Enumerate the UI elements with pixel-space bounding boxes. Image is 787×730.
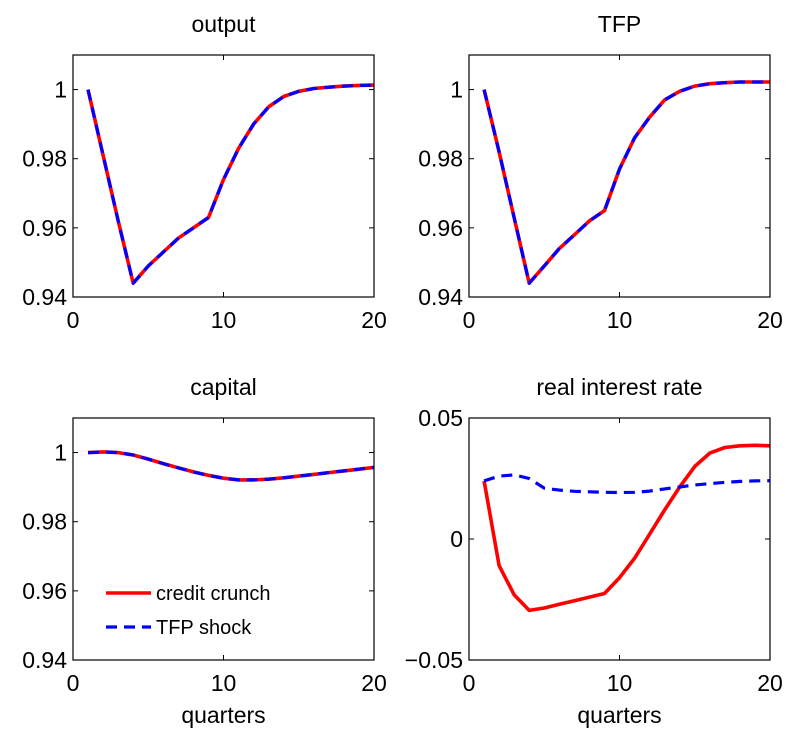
series-line-tfp-shock — [482, 80, 770, 285]
x-tick-label: 0 — [463, 307, 476, 333]
plot-lines — [87, 450, 375, 482]
ticks: 0 10 20 0.94 0.96 0.98 1 — [22, 418, 387, 696]
x-tick-label: 20 — [361, 670, 387, 696]
legend-label-credit-crunch: credit crunch — [156, 583, 271, 605]
y-tick-label: 0.94 — [22, 284, 67, 310]
y-tick-label: 0.96 — [22, 215, 67, 241]
axes-frame — [72, 417, 375, 661]
series-line-credit-crunch — [86, 83, 375, 286]
panel-output: output 0 10 20 0.94 0.96 0.98 1 — [22, 11, 387, 333]
panel-title: TFP — [598, 11, 641, 37]
ticks: 0 10 20 0.94 0.96 0.98 1 — [418, 55, 783, 333]
y-tick-label: 0 — [450, 526, 463, 552]
x-tick-label: 20 — [361, 307, 387, 333]
x-tick-label: 10 — [211, 670, 237, 696]
axes-frame — [468, 54, 771, 298]
x-tick-label: 10 — [607, 307, 633, 333]
y-tick-label: 1 — [450, 77, 463, 103]
x-axis-label: quarters — [577, 702, 661, 728]
panel-title: capital — [190, 374, 256, 400]
legend-label-tfp-shock: TFP shock — [156, 617, 252, 639]
x-tick-label: 0 — [463, 670, 476, 696]
y-tick-label: 0.96 — [418, 215, 463, 241]
series-line-tfp-shock — [87, 450, 375, 482]
panel-title: output — [192, 11, 257, 37]
axes-frame — [72, 54, 375, 298]
y-tick-label: −0.05 — [405, 647, 463, 673]
y-tick-label: 0.05 — [418, 405, 463, 431]
series-line-tfp-shock — [86, 83, 375, 285]
panel-title: real interest rate — [536, 374, 702, 400]
x-tick-label: 0 — [67, 670, 80, 696]
plot-lines — [482, 443, 771, 613]
x-tick-label: 0 — [67, 307, 80, 333]
x-axis-label: quarters — [181, 702, 265, 728]
legend: credit crunch TFP shock — [106, 583, 271, 639]
plot-lines — [86, 83, 375, 286]
series-line-credit-crunch — [482, 80, 770, 286]
series-line-tfp-shock — [483, 473, 771, 495]
y-tick-label: 0.96 — [22, 578, 67, 604]
series-line-credit-crunch — [482, 443, 771, 613]
panel-capital: capital quarters 0 10 20 0.94 0.96 0.98 1 cred… — [22, 374, 387, 728]
panel-real-interest-rate: real interest rate quarters 0 10 20−0.0500… — [405, 374, 783, 728]
y-tick-label: 0.98 — [22, 146, 67, 172]
y-tick-label: 1 — [54, 440, 67, 466]
x-tick-label: 10 — [607, 670, 633, 696]
y-tick-label: 1 — [54, 77, 67, 103]
y-tick-label: 0.94 — [418, 284, 463, 310]
x-tick-label: 20 — [757, 307, 783, 333]
y-tick-label: 0.94 — [22, 647, 67, 673]
x-tick-label: 10 — [211, 307, 237, 333]
x-tick-label: 20 — [757, 670, 783, 696]
panel-tfp: TFP 0 10 20 0.94 0.96 0.98 1 — [418, 11, 783, 333]
y-tick-label: 0.98 — [418, 146, 463, 172]
plot-lines — [482, 80, 770, 286]
y-tick-label: 0.98 — [22, 509, 67, 535]
axes-frame — [468, 417, 771, 661]
ticks: 0 10 20 0.94 0.96 0.98 1 — [22, 55, 387, 333]
